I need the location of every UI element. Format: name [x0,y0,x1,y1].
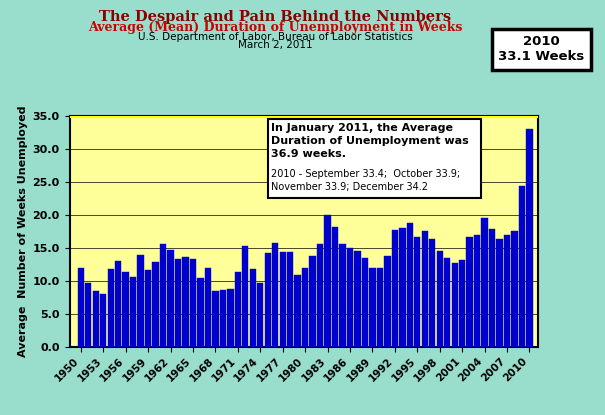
Bar [137,255,144,347]
Bar [496,239,503,347]
Bar [160,244,166,347]
Bar [377,268,383,347]
Bar [519,186,525,347]
Bar [489,229,495,347]
Bar [526,129,532,347]
Bar [451,263,458,347]
Bar [399,228,405,347]
Bar [108,269,114,347]
Bar [204,268,211,347]
Bar [197,278,204,347]
Bar [324,215,331,347]
Text: U.S. Department of Labor, Bureau of Labor Statistics: U.S. Department of Labor, Bureau of Labo… [138,32,413,42]
Bar [250,269,256,347]
Bar [264,253,271,347]
FancyBboxPatch shape [268,120,481,198]
Bar [220,290,226,347]
Bar [474,234,480,347]
Text: Average (Mean) Duration of Unemployment in Weeks: Average (Mean) Duration of Unemployment … [88,21,462,34]
Bar [145,270,151,347]
Bar [242,246,249,347]
Bar [93,291,99,347]
Bar [511,231,518,347]
Text: The Despair and Pain Behind the Numbers: The Despair and Pain Behind the Numbers [99,10,451,24]
Bar [422,232,428,347]
Bar [100,294,106,347]
Text: March 2, 2011: March 2, 2011 [238,40,313,50]
Bar [347,248,353,347]
Bar [459,260,465,347]
Bar [482,217,488,347]
Bar [309,256,316,347]
Bar [130,277,136,347]
Bar [152,262,159,347]
Bar [369,268,376,347]
Bar [287,252,293,347]
Bar [227,289,234,347]
Bar [235,272,241,347]
Bar [257,283,263,347]
Bar [466,237,473,347]
Bar [212,291,218,347]
Bar [77,268,84,347]
Bar [272,242,278,347]
Bar [355,251,361,347]
Bar [280,252,286,347]
Text: 2010
33.1 Weeks: 2010 33.1 Weeks [499,35,584,63]
Bar [362,258,368,347]
Bar [384,256,391,347]
Bar [317,244,323,347]
Bar [429,239,436,347]
Bar [85,283,91,347]
Bar [295,276,301,347]
Bar [437,251,443,347]
Bar [444,259,450,347]
Text: In January 2011, the Average
Duration of Unemployment was
36.9 weeks.: In January 2011, the Average Duration of… [272,123,469,159]
Y-axis label: Average  Number of Weeks Unemployed: Average Number of Weeks Unemployed [18,105,28,357]
Bar [190,259,196,347]
Bar [175,259,181,347]
Bar [504,234,510,347]
Bar [391,230,398,347]
Bar [332,227,338,347]
Bar [115,261,122,347]
Bar [168,250,174,347]
Text: 2010 - September 33.4;  October 33.9;
November 33.9; December 34.2: 2010 - September 33.4; October 33.9; Nov… [272,169,460,192]
Bar [339,244,345,347]
Bar [182,257,189,347]
Bar [122,272,129,347]
Bar [407,223,413,347]
Bar [302,268,309,347]
Bar [414,237,420,347]
